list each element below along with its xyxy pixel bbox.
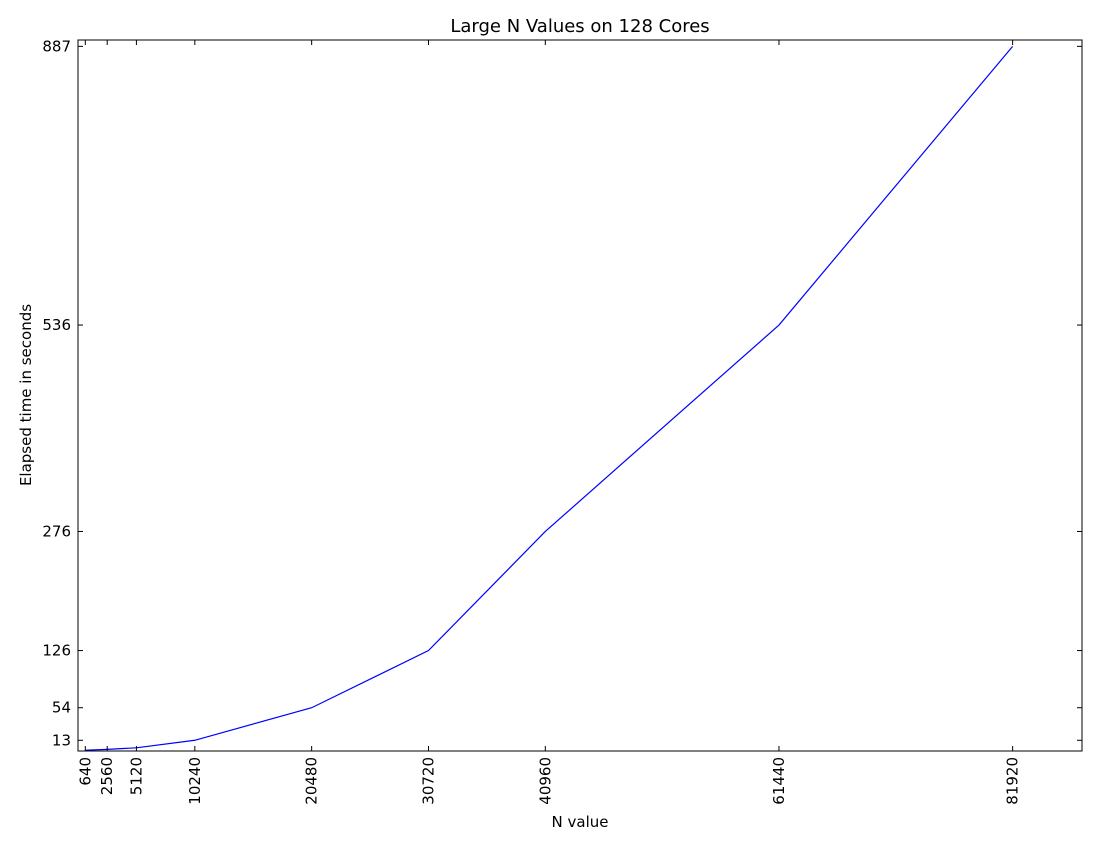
- y-tick-label: 536: [42, 316, 71, 334]
- x-tick-label: 61440: [770, 757, 788, 805]
- chart-title: Large N Values on 128 Cores: [450, 16, 709, 37]
- x-tick-label: 30720: [419, 757, 437, 805]
- x-tick-label: 40960: [536, 757, 554, 805]
- y-tick-label: 126: [42, 642, 71, 660]
- series-layer: [85, 45, 1014, 751]
- x-tick-label: 640: [76, 757, 94, 786]
- y-tick-label: 54: [52, 699, 71, 717]
- y-tick-label: 276: [42, 522, 71, 540]
- x-axis-label: N value: [552, 813, 609, 831]
- y-tick-label: 13: [52, 731, 71, 749]
- x-tick-label: 2560: [98, 757, 116, 795]
- x-tick-label: 81920: [1004, 757, 1022, 805]
- x-tick-label: 10240: [186, 757, 204, 805]
- x-tick-label: 20480: [303, 757, 321, 805]
- plot-area: 640 2560 5120 10240 20480 30720 40960 61440 8192…: [42, 37, 1083, 805]
- series-line-0: [85, 45, 1014, 751]
- x-tick-label: 5120: [127, 757, 145, 795]
- y-tick-label: 887: [42, 37, 71, 55]
- y-axis-ticks: 13 54 126 276 536 887: [42, 37, 1082, 749]
- y-axis-label: Elapsed time in seconds: [17, 304, 35, 486]
- x-axis-ticks: 640 2560 5120 10240 20480 30720 40960 61440 8192…: [76, 40, 1022, 805]
- axes-frame: [77, 39, 1083, 752]
